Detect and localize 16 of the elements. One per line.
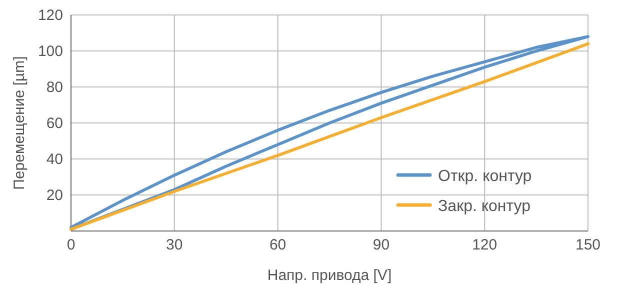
y-tick-label: 100 bbox=[38, 42, 63, 60]
x-axis-title: Напр. привода [V] bbox=[267, 267, 392, 284]
x-tick-label: 120 bbox=[472, 236, 498, 254]
y-axis-title: Перемещение [µm] bbox=[11, 56, 28, 190]
x-tick-label: 150 bbox=[575, 236, 601, 254]
y-tick-label: 40 bbox=[46, 150, 63, 168]
y-tick-label: 60 bbox=[46, 114, 63, 132]
x-tick-label: 0 bbox=[66, 236, 76, 254]
x-tick-label: 30 bbox=[166, 236, 183, 254]
x-tick-label: 60 bbox=[269, 236, 286, 254]
y-tick-label: 20 bbox=[46, 186, 63, 204]
x-tick-label: 90 bbox=[372, 236, 390, 254]
legend-label: Закр. контур bbox=[438, 198, 531, 215]
y-tick-label: 80 bbox=[46, 78, 63, 96]
y-tick-label: 120 bbox=[38, 6, 63, 24]
legend-label: Откр. контур bbox=[438, 168, 532, 185]
